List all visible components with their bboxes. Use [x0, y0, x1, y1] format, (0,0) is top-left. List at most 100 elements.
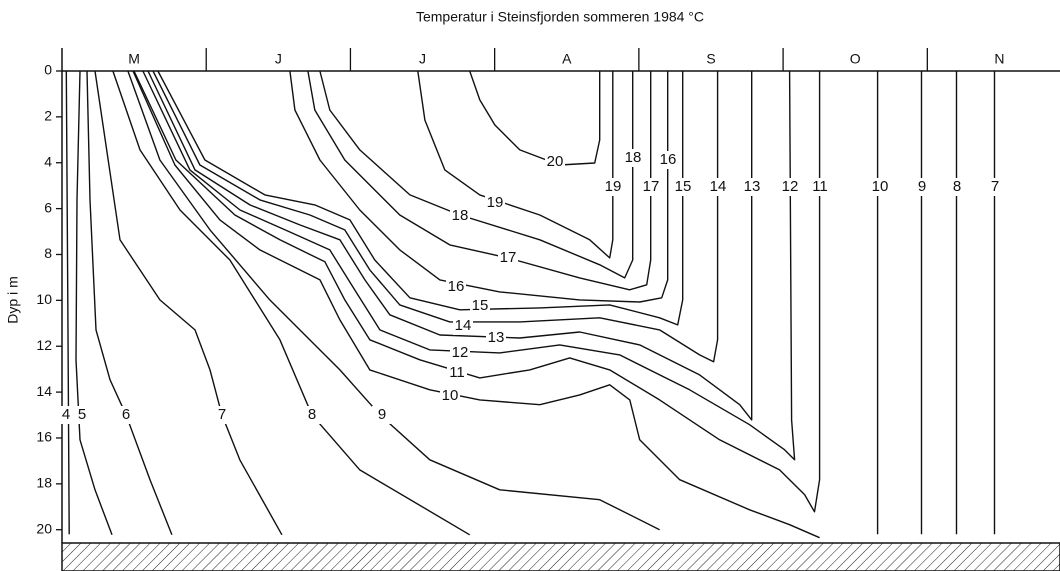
isotherm	[94, 70, 996, 536]
isotherm-label: 11	[812, 178, 828, 195]
isotherm	[152, 70, 719, 363]
y-tick-label: 16	[36, 429, 52, 445]
isotherm-label: 8	[953, 178, 961, 195]
isotherm-label: 6	[122, 406, 130, 423]
isotherm-label: 12	[452, 344, 469, 361]
isotherm-label: 15	[675, 178, 692, 195]
isotherm	[319, 70, 634, 279]
isotherm-label: 13	[488, 329, 505, 346]
isotherm	[65, 70, 70, 535]
isotherm-label: 14	[455, 317, 472, 334]
isotherm-labels: 4 5 6 7788991010111112121313141415151616171…	[56, 149, 1005, 424]
month-label: J	[275, 51, 282, 67]
isotherm	[127, 70, 923, 535]
month-label: N	[994, 51, 1004, 67]
y-tick-label: 14	[36, 383, 52, 399]
y-tick-label: 10	[36, 291, 52, 307]
label-backdrop	[870, 178, 890, 196]
label-backdrop	[450, 207, 470, 225]
label-backdrop	[545, 153, 565, 171]
isotherm-label: 7	[991, 178, 999, 195]
y-tick-label: 2	[44, 108, 52, 124]
isotherm-label: 12	[782, 178, 799, 195]
isotherm-label: 20	[547, 153, 564, 170]
label-backdrop	[498, 249, 518, 267]
isotherm-label: 9	[378, 406, 386, 423]
isotherm-label: 19	[487, 194, 504, 211]
month-label: O	[850, 51, 861, 67]
isotherm-label: 4	[62, 406, 70, 423]
isotherm-label: 11	[449, 364, 465, 381]
y-axis-label: Dyp i m	[5, 276, 21, 323]
isotherm-label: 8	[308, 406, 316, 423]
label-backdrop	[486, 329, 506, 347]
isotherm-label: 7	[218, 406, 226, 423]
isotherm-label: 17	[500, 249, 517, 266]
isotherm	[133, 70, 821, 513]
label-backdrop	[72, 406, 92, 424]
chart-title: Temperatur i Steinsfjorden sommeren 1984…	[416, 9, 704, 25]
month-label: M	[128, 51, 140, 67]
label-backdrop	[985, 178, 1005, 196]
isotherm-label: 16	[448, 278, 465, 295]
isotherm-label: 9	[918, 178, 926, 195]
label-backdrop	[450, 344, 470, 362]
label-backdrop	[447, 364, 467, 382]
isotherm-label: 18	[452, 207, 469, 224]
isotherm	[112, 70, 958, 536]
label-backdrop	[780, 178, 800, 196]
isotherm	[132, 70, 879, 539]
label-backdrop	[742, 178, 762, 196]
label-backdrop	[673, 178, 693, 196]
label-backdrop	[212, 406, 232, 424]
isotherm	[289, 70, 669, 303]
label-backdrop	[453, 317, 473, 335]
label-backdrop	[603, 178, 623, 196]
y-tick-label: 0	[44, 62, 52, 78]
label-backdrop	[641, 178, 661, 196]
isotherm-label: 10	[872, 178, 889, 195]
y-tick-label: 6	[44, 199, 52, 215]
y-tick-label: 8	[44, 245, 52, 261]
isotherm	[469, 70, 601, 166]
isotherm	[157, 70, 684, 326]
label-backdrop	[658, 151, 678, 169]
label-backdrop	[302, 406, 322, 424]
label-backdrop	[485, 194, 505, 212]
isotherm	[417, 70, 614, 259]
ground-hatch	[61, 542, 1060, 571]
isotherm-label: 14	[710, 178, 727, 195]
isotherm-label: 17	[643, 178, 660, 195]
y-tick-label: 4	[44, 153, 52, 169]
isotherm-label: 15	[472, 297, 489, 314]
label-backdrop	[440, 387, 460, 405]
month-label: J	[419, 51, 426, 67]
y-tick-label: 18	[36, 475, 52, 491]
label-backdrop	[912, 178, 932, 196]
isotherm-label: 16	[660, 151, 677, 168]
isotherm	[75, 70, 113, 536]
month-label: S	[706, 51, 715, 67]
label-backdrop	[116, 406, 136, 424]
isotherm-label: 5	[78, 406, 86, 423]
isotherm-label: 19	[605, 178, 622, 195]
label-backdrop	[446, 278, 466, 296]
label-backdrop	[623, 149, 643, 167]
isotherm	[142, 70, 796, 461]
isotherm	[147, 70, 753, 421]
label-backdrop	[810, 178, 830, 196]
label-backdrop	[372, 406, 392, 424]
y-tick-label: 20	[36, 520, 52, 536]
isotherm-label: 10	[442, 387, 459, 404]
isotherm-label: 13	[744, 178, 761, 195]
label-backdrop	[470, 297, 490, 315]
y-tick-label: 12	[36, 337, 52, 353]
isotherms	[65, 70, 996, 539]
isotherm-label: 18	[625, 149, 642, 166]
month-label: A	[562, 51, 572, 67]
label-backdrop	[56, 406, 76, 424]
label-backdrop	[947, 178, 967, 196]
isotherm	[86, 70, 173, 536]
label-backdrop	[708, 178, 728, 196]
